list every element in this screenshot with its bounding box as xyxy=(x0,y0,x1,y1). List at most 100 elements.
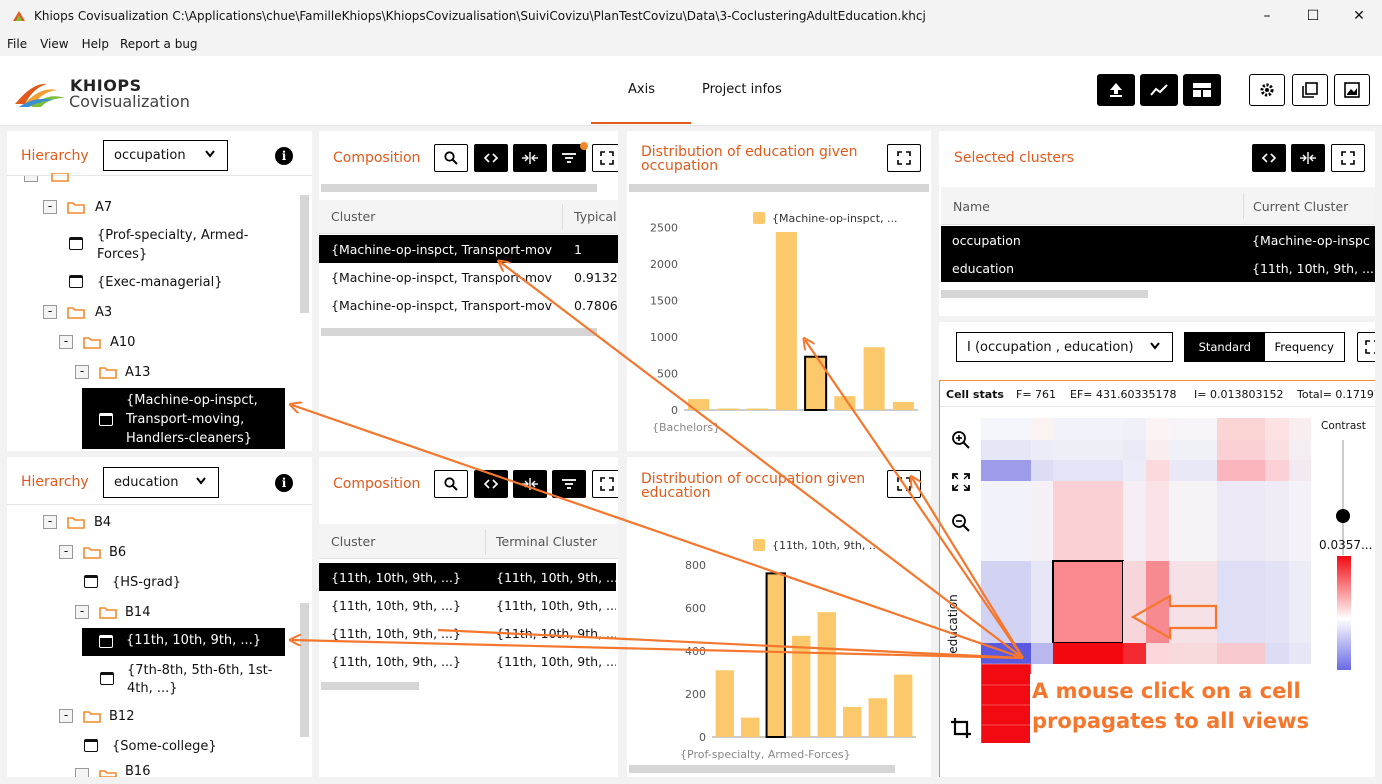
bar[interactable] xyxy=(892,401,914,410)
heatmap-cell[interactable] xyxy=(1289,460,1311,481)
column-header-terminal-cluster[interactable]: Terminal Cluster xyxy=(496,534,598,549)
heatmap-cell[interactable] xyxy=(1217,440,1265,460)
h-scrollbar[interactable] xyxy=(629,765,895,773)
heatmap-cell[interactable] xyxy=(1123,561,1146,643)
new-window-button[interactable] xyxy=(1292,74,1328,106)
heatmap-cell[interactable] xyxy=(1031,460,1053,481)
column-header-current-cluster[interactable]: Current Cluster xyxy=(1253,199,1349,214)
tree-node-b6[interactable]: B6 xyxy=(109,544,127,560)
menu-help[interactable]: Help xyxy=(81,37,109,51)
bar[interactable] xyxy=(775,231,797,410)
fullscreen-button[interactable] xyxy=(887,470,921,498)
matrix-mode-select[interactable]: I (occupation , education) xyxy=(956,332,1173,362)
heatmap-cell[interactable] xyxy=(1169,643,1217,664)
collapse-columns-button[interactable] xyxy=(1291,144,1325,172)
tree-node-b16[interactable]: B16 xyxy=(125,764,151,777)
tree-node-a3[interactable]: A3 xyxy=(95,304,113,320)
heatmap-cell[interactable] xyxy=(1289,643,1311,664)
heatmap-cell[interactable] xyxy=(981,481,1031,561)
heatmap-cell[interactable] xyxy=(1146,440,1169,460)
bar-chart-occupation[interactable]: {11th, 10th, 9th, ... 0 200 400 600 800 {Prof-… xyxy=(627,519,931,777)
heatmap-cell[interactable] xyxy=(981,561,1031,643)
tree-node-exec-managerial[interactable]: {Exec-managerial} xyxy=(97,274,223,290)
heatmap-cell[interactable] xyxy=(1123,481,1146,561)
expand-columns-button[interactable] xyxy=(474,470,508,498)
fullscreen-button[interactable] xyxy=(1331,144,1365,172)
dimension-select-occupation[interactable]: occupation xyxy=(103,140,228,171)
close-button[interactable]: ✕ xyxy=(1353,8,1365,24)
tree-node-a7[interactable]: A7 xyxy=(95,199,113,215)
heatmap-cell[interactable] xyxy=(1123,643,1146,664)
collapse-toggle[interactable]: - xyxy=(75,365,89,379)
bar[interactable] xyxy=(746,408,768,411)
tab-axis[interactable]: Axis xyxy=(628,82,655,97)
h-scrollbar[interactable] xyxy=(629,184,929,192)
bar-chart-education[interactable]: {Machine-op-inspct, ... 0 500 1000 1500 2000 2… xyxy=(627,191,931,451)
collapse-toggle[interactable]: - xyxy=(59,545,73,559)
heatmap-cell[interactable] xyxy=(1265,643,1289,664)
maximize-button[interactable]: ☐ xyxy=(1306,8,1320,24)
tree-node-a10[interactable]: A10 xyxy=(110,334,136,350)
zoom-out-icon[interactable] xyxy=(951,513,971,533)
bar-selected[interactable] xyxy=(804,355,828,411)
heatmap-cell[interactable] xyxy=(981,664,1031,743)
heatmap-cell[interactable] xyxy=(1146,481,1169,561)
table-row[interactable]: {11th, 10th, 9th, ...} {11th, 10th, 9th,… xyxy=(319,563,616,591)
fullscreen-button[interactable] xyxy=(592,470,618,498)
fullscreen-button[interactable] xyxy=(592,144,618,172)
heatmap-cell[interactable] xyxy=(1053,481,1123,561)
bar-selected[interactable] xyxy=(765,572,786,739)
tree-node-b14[interactable]: B14 xyxy=(125,604,151,620)
heatmap-cell[interactable] xyxy=(1265,440,1289,460)
heatmap-cell[interactable] xyxy=(1289,561,1311,643)
minimize-button[interactable]: – xyxy=(1263,8,1271,24)
collapse-toggle[interactable]: - xyxy=(43,305,57,319)
heatmap-cell[interactable] xyxy=(1169,440,1217,460)
heatmap-cell[interactable] xyxy=(1169,460,1217,481)
bar[interactable] xyxy=(868,698,887,737)
expand-columns-button[interactable] xyxy=(1252,144,1286,172)
table-row[interactable]: {11th, 10th, 9th, ...} {11th, 10th, 9th,… xyxy=(319,591,616,619)
tree-node-b12[interactable]: B12 xyxy=(109,708,135,724)
heatmap-cell[interactable] xyxy=(1265,418,1289,440)
bar[interactable] xyxy=(792,635,811,737)
collapse-columns-button[interactable] xyxy=(513,144,547,172)
tree-node-selected[interactable]: {Machine-op-inspct, Transport-moving, Ha… xyxy=(82,388,285,449)
heatmap-cell[interactable] xyxy=(1169,418,1217,440)
menu-report-bug[interactable]: Report a bug xyxy=(119,37,198,51)
fit-screen-icon[interactable] xyxy=(951,472,971,492)
layout-button[interactable] xyxy=(1183,74,1221,106)
collapse-toggle[interactable]: - xyxy=(59,335,73,349)
heatmap-cell[interactable] xyxy=(1123,440,1146,460)
column-header-cluster[interactable]: Cluster xyxy=(331,209,376,224)
heatmap-cell[interactable] xyxy=(1123,460,1146,481)
zoom-in-icon[interactable] xyxy=(951,430,971,450)
tree-node-prof-specialty[interactable]: {Prof-specialty, Armed- xyxy=(97,227,249,243)
heatmap-cell[interactable] xyxy=(1031,481,1053,561)
heatmap-cell[interactable] xyxy=(1217,481,1265,561)
fullscreen-button[interactable] xyxy=(887,144,921,172)
table-row[interactable]: {Machine-op-inspct, Transport-mov 0.7806 xyxy=(319,291,618,319)
heatmap-cell[interactable] xyxy=(1217,561,1265,643)
tree-node-hs-grad[interactable]: {HS-grad} xyxy=(112,574,182,590)
h-scrollbar[interactable] xyxy=(321,328,597,336)
tree-scrollbar[interactable] xyxy=(300,603,309,737)
filter-button[interactable] xyxy=(552,142,588,172)
bar[interactable] xyxy=(894,674,913,737)
heatmap-cell[interactable] xyxy=(1031,418,1053,440)
heatmap-cell[interactable] xyxy=(1265,481,1289,561)
contrast-slider-handle[interactable] xyxy=(1336,509,1350,523)
heatmap-cell[interactable] xyxy=(1265,561,1289,643)
column-header-typical[interactable]: Typical xyxy=(574,209,617,224)
search-button[interactable] xyxy=(434,144,468,172)
table-row[interactable]: {11th, 10th, 9th, ...} {11th, 10th, 9th,… xyxy=(319,647,616,675)
filter-button[interactable] xyxy=(552,470,586,498)
bar[interactable] xyxy=(741,717,760,737)
heatmap-cell[interactable] xyxy=(1053,440,1123,460)
heatmap-cell[interactable] xyxy=(1031,561,1053,643)
tab-project-infos[interactable]: Project infos xyxy=(702,82,782,97)
info-icon[interactable]: i xyxy=(275,474,293,492)
column-header-name[interactable]: Name xyxy=(953,199,990,214)
fullscreen-button[interactable] xyxy=(1357,332,1375,362)
heatmap-cell[interactable] xyxy=(981,643,1031,664)
